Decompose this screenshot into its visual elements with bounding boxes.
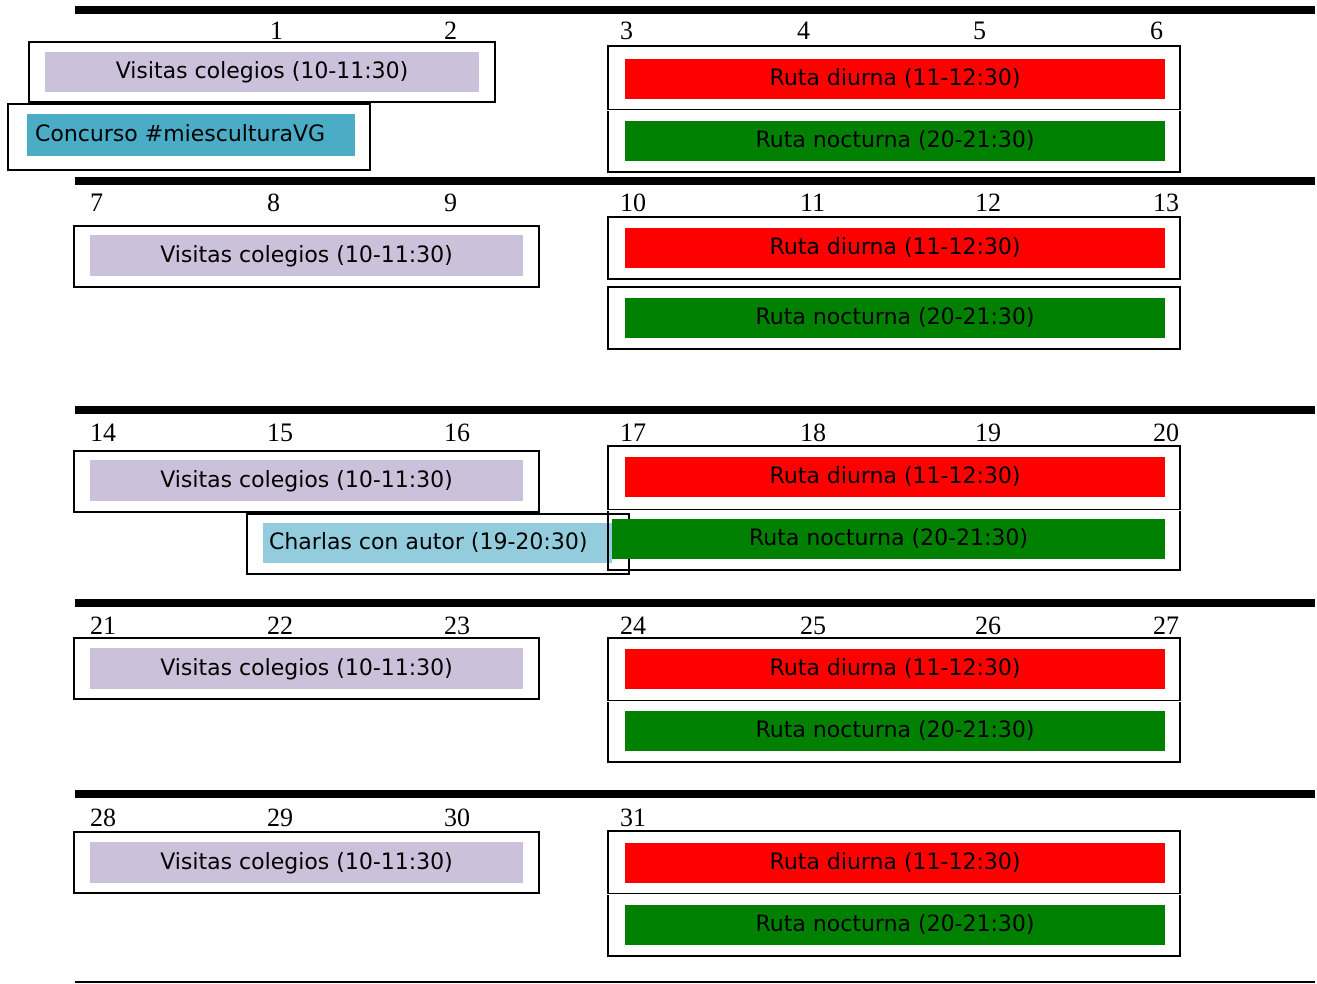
week-divider [75,406,1315,414]
day-number: 8 [267,188,280,217]
event-ruta-nocturna[interactable]: Ruta nocturna (20-21:30) [625,121,1165,161]
day-number: 25 [800,611,826,640]
day-number: 13 [1153,188,1179,217]
day-number: 6 [1150,16,1163,45]
week-divider [75,177,1315,185]
event-ruta-nocturna[interactable]: Ruta nocturna (20-21:30) [612,519,1165,559]
day-number: 9 [444,188,457,217]
event-concurso[interactable]: Concurso #miesculturaVG [27,114,355,156]
event-visitas-colegios[interactable]: Visitas colegios (10-11:30) [90,842,523,883]
event-ruta-diurna[interactable]: Ruta diurna (11-12:30) [625,843,1165,883]
day-number: 2 [444,16,457,45]
day-number: 7 [90,188,103,217]
day-number: 26 [975,611,1001,640]
week-divider [75,790,1315,798]
day-number: 1 [270,16,283,45]
day-number: 10 [620,188,646,217]
frame-separator [607,893,1181,895]
event-frame-rutas [607,445,1181,571]
week-divider [75,599,1315,607]
day-number: 3 [620,16,633,45]
week-divider [75,6,1315,14]
event-visitas-colegios[interactable]: Visitas colegios (10-11:30) [90,648,523,689]
event-ruta-nocturna[interactable]: Ruta nocturna (20-21:30) [625,711,1165,751]
day-number: 19 [975,418,1001,447]
day-number: 27 [1153,611,1179,640]
day-number: 29 [267,803,293,832]
event-ruta-nocturna[interactable]: Ruta nocturna (20-21:30) [625,298,1165,338]
event-ruta-diurna[interactable]: Ruta diurna (11-12:30) [625,457,1165,497]
day-number: 21 [90,611,116,640]
event-visitas-colegios[interactable]: Visitas colegios (10-11:30) [90,460,523,501]
day-number: 18 [800,418,826,447]
event-ruta-diurna[interactable]: Ruta diurna (11-12:30) [625,59,1165,99]
day-number: 5 [973,16,986,45]
bottom-divider [75,981,1315,983]
frame-separator [607,109,1181,111]
day-number: 16 [444,418,470,447]
day-number: 17 [620,418,646,447]
day-number: 4 [797,16,810,45]
day-number: 30 [444,803,470,832]
day-number: 22 [267,611,293,640]
day-number: 20 [1153,418,1179,447]
event-ruta-nocturna[interactable]: Ruta nocturna (20-21:30) [625,905,1165,945]
event-ruta-diurna[interactable]: Ruta diurna (11-12:30) [625,228,1165,268]
day-number: 14 [90,418,116,447]
frame-separator [607,700,1181,702]
event-charlas-con-autor[interactable]: Charlas con autor (19-20:30) [263,523,612,563]
day-number: 24 [620,611,646,640]
day-number: 11 [800,188,826,217]
day-number: 12 [975,188,1001,217]
day-number: 23 [444,611,470,640]
event-visitas-colegios[interactable]: Visitas colegios (10-11:30) [90,235,523,276]
day-number: 31 [620,803,646,832]
event-visitas-colegios[interactable]: Visitas colegios (10-11:30) [45,52,479,92]
day-number: 28 [90,803,116,832]
frame-separator [607,509,1181,511]
day-number: 15 [267,418,293,447]
event-ruta-diurna[interactable]: Ruta diurna (11-12:30) [625,649,1165,689]
